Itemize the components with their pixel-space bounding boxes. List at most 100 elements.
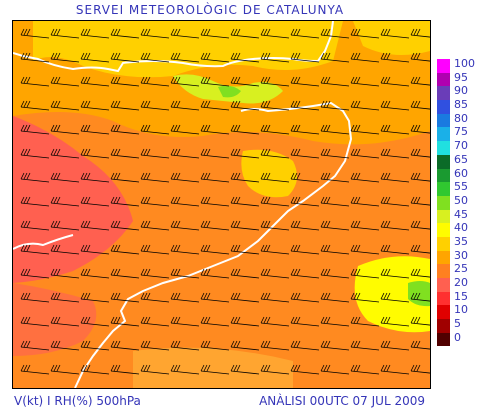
wind-barb [230, 100, 260, 111]
wind-barb [200, 28, 230, 39]
wind-barb [20, 124, 50, 135]
wind-barb [80, 340, 110, 351]
wind-barb [410, 316, 430, 326]
wind-barb [170, 124, 200, 135]
wind-barb [140, 292, 170, 303]
wind-barb [80, 52, 110, 63]
wind-barb [80, 148, 110, 159]
legend-label: 40 [454, 221, 468, 235]
legend-swatch [437, 223, 450, 237]
wind-barb [140, 340, 170, 351]
legend-swatch [437, 127, 450, 142]
wind-barb [320, 196, 350, 207]
legend-label: 100 [454, 57, 475, 70]
legend-label: 95 [454, 70, 468, 84]
wind-barb [140, 124, 170, 135]
wind-barb [350, 220, 380, 231]
wind-barb [230, 316, 260, 327]
legend-row: 30 [437, 249, 477, 265]
wind-barb [260, 28, 290, 39]
wind-barb [260, 196, 290, 207]
wind-barb [290, 340, 320, 351]
wind-barb [320, 148, 350, 159]
wind-barb [260, 76, 290, 87]
legend-row: 75 [437, 125, 477, 142]
wind-barb [350, 100, 380, 111]
wind-barb [290, 268, 320, 279]
wind-barb [200, 52, 230, 63]
wind-barb [230, 124, 260, 135]
wind-barb [350, 364, 380, 375]
wind-barb [140, 220, 170, 231]
legend-label: 15 [454, 289, 468, 303]
wind-barb [380, 100, 410, 111]
legend-label: 80 [454, 111, 468, 125]
wind-barb [20, 148, 50, 159]
wind-barb [20, 52, 50, 63]
wind-barb [170, 220, 200, 231]
wind-barb [380, 76, 410, 87]
wind-barb [80, 28, 110, 39]
wind-barb [410, 196, 430, 206]
wind-barb [140, 28, 170, 39]
wind-barb [350, 268, 380, 279]
wind-barb [110, 316, 140, 327]
wind-barb [140, 172, 170, 183]
legend-row: 65 [437, 153, 477, 169]
legend-swatch [437, 195, 450, 210]
wind-barb [20, 316, 50, 327]
wind-barb [410, 364, 430, 374]
wind-barb [170, 292, 200, 303]
wind-barb [380, 244, 410, 255]
footer-analysis-label: ANÀLISI 00UTC 07 JUL 2009 [259, 394, 425, 408]
wind-barbs-layer [20, 28, 430, 375]
wind-barb [230, 292, 260, 303]
wind-barb [170, 28, 200, 39]
wind-barb [110, 52, 140, 63]
wind-barb [80, 196, 110, 207]
wind-barb [230, 196, 260, 207]
humidity-zone-upper-yellow [33, 21, 343, 78]
wind-barb [80, 124, 110, 135]
legend-swatch [437, 86, 450, 101]
wind-barb [50, 28, 80, 39]
wind-barb [170, 244, 200, 255]
wind-barb [260, 292, 290, 303]
legend-label: 35 [454, 234, 468, 248]
wind-barb [50, 244, 80, 255]
wind-barb [290, 100, 320, 111]
wind-barb [410, 244, 430, 254]
wind-barb [410, 124, 430, 134]
wind-barb [350, 172, 380, 183]
wind-barb [20, 28, 50, 39]
wind-barb [200, 268, 230, 279]
wind-barb [320, 244, 350, 255]
legend-label: 60 [454, 166, 468, 180]
wind-barb [290, 52, 320, 63]
footer-variable-label: V(kt) I RH(%) 500hPa [14, 394, 141, 408]
coastline-island [13, 234, 74, 250]
wind-barb [260, 172, 290, 183]
wind-barb [110, 28, 140, 39]
wind-barb [20, 172, 50, 183]
humidity-zone-orange-bottom [133, 347, 293, 388]
wind-barb [320, 76, 350, 87]
legend-label: 90 [454, 84, 468, 98]
wind-barb [290, 28, 320, 39]
wind-barb [350, 340, 380, 351]
wind-barb [410, 28, 430, 38]
wind-barb [320, 364, 350, 375]
wind-barb [20, 220, 50, 231]
wind-barb [50, 364, 80, 375]
legend-row: 40 [437, 221, 477, 237]
wind-barb [50, 220, 80, 231]
legend-row: 45 [437, 208, 477, 224]
wind-barb [140, 52, 170, 63]
wind-barb [380, 364, 410, 375]
wind-barb [260, 124, 290, 135]
wind-barb [80, 76, 110, 87]
wind-barb [290, 76, 320, 87]
wind-barb [110, 124, 140, 135]
legend-swatch [437, 209, 450, 224]
wind-barb [200, 196, 230, 207]
